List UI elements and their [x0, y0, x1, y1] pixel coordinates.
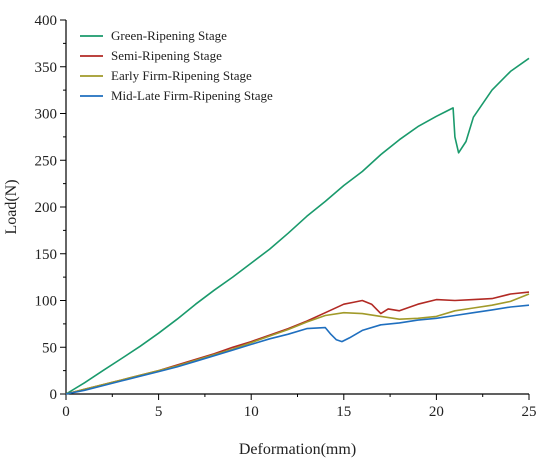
series-line-4	[65, 304, 530, 395]
legend: Green-Ripening Stage Semi-Ripening Stage E…	[80, 28, 273, 103]
x-tick-label: 5	[155, 404, 163, 420]
legend-label: Mid-Late Firm-Ripening Stage	[111, 88, 273, 103]
legend-label: Semi-Ripening Stage	[111, 48, 222, 63]
series-line-1	[65, 57, 530, 395]
y-tick-label: 0	[50, 387, 58, 403]
y-tick-label: 250	[35, 153, 58, 169]
x-tick-label: 0	[62, 404, 70, 420]
x-tick-label: 10	[244, 404, 259, 420]
x-tick-label: 20	[429, 404, 444, 420]
y-tick-label: 150	[35, 247, 58, 263]
x-tick-label: 25	[522, 404, 537, 420]
y-tick-label: 100	[35, 294, 58, 310]
y-axis-ticks: 0 50 100 150 200 250 300 350 400	[35, 13, 66, 403]
y-tick-label: 300	[35, 107, 58, 123]
series-line-3	[65, 293, 530, 395]
series-line-2	[65, 291, 530, 395]
x-axis-title: Deformation(mm)	[239, 441, 356, 458]
y-axis-title: Load(N)	[3, 179, 20, 234]
x-axis-ticks: 0 5 10 15 20 25	[62, 394, 537, 420]
y-tick-label: 50	[42, 340, 57, 356]
legend-label: Green-Ripening Stage	[111, 28, 227, 43]
y-tick-label: 350	[35, 60, 58, 76]
y-tick-label: 200	[35, 200, 58, 216]
legend-label: Early Firm-Ripening Stage	[111, 68, 252, 83]
x-tick-label: 15	[336, 404, 351, 420]
y-tick-label: 400	[35, 13, 58, 29]
series-lines	[65, 57, 530, 395]
